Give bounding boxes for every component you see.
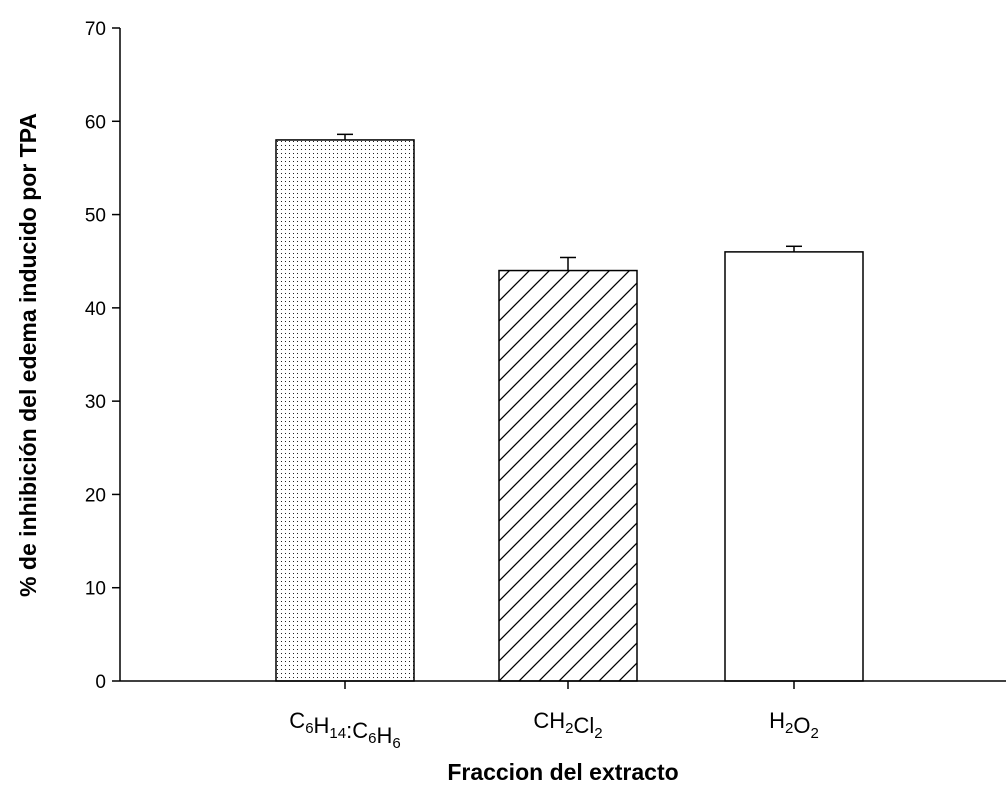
- x-tick-label-2: CH2Cl2: [533, 708, 602, 742]
- y-tick-label-10: 10: [85, 579, 106, 600]
- labels-layer: 0 10 20 30 40 50 60 70 C6H14:C6H6 CH2Cl2 H2O2 Fracc…: [15, 19, 819, 785]
- y-tick-label-40: 40: [85, 299, 106, 320]
- y-tick-label-20: 20: [85, 485, 106, 506]
- y-tick-label-50: 50: [85, 206, 106, 227]
- y-tick-label-70: 70: [85, 19, 106, 40]
- x-axis-title: Fraccion del extracto: [447, 759, 678, 785]
- y-tick-label-30: 30: [85, 392, 106, 413]
- axes-layer: [112, 27, 1006, 689]
- x-tick-label-1: C6H14:C6H6: [289, 708, 400, 752]
- bars-layer: [275, 133, 864, 682]
- bar-1: [275, 139, 415, 682]
- bar-2: [498, 269, 638, 682]
- x-tick-label-3: H2O2: [769, 708, 819, 742]
- bar-3: [724, 251, 864, 682]
- y-axis-title: % de inhibición del edema inducido por T…: [15, 113, 41, 597]
- y-tick-label-0: 0: [95, 672, 106, 693]
- y-tick-label-60: 60: [85, 112, 106, 133]
